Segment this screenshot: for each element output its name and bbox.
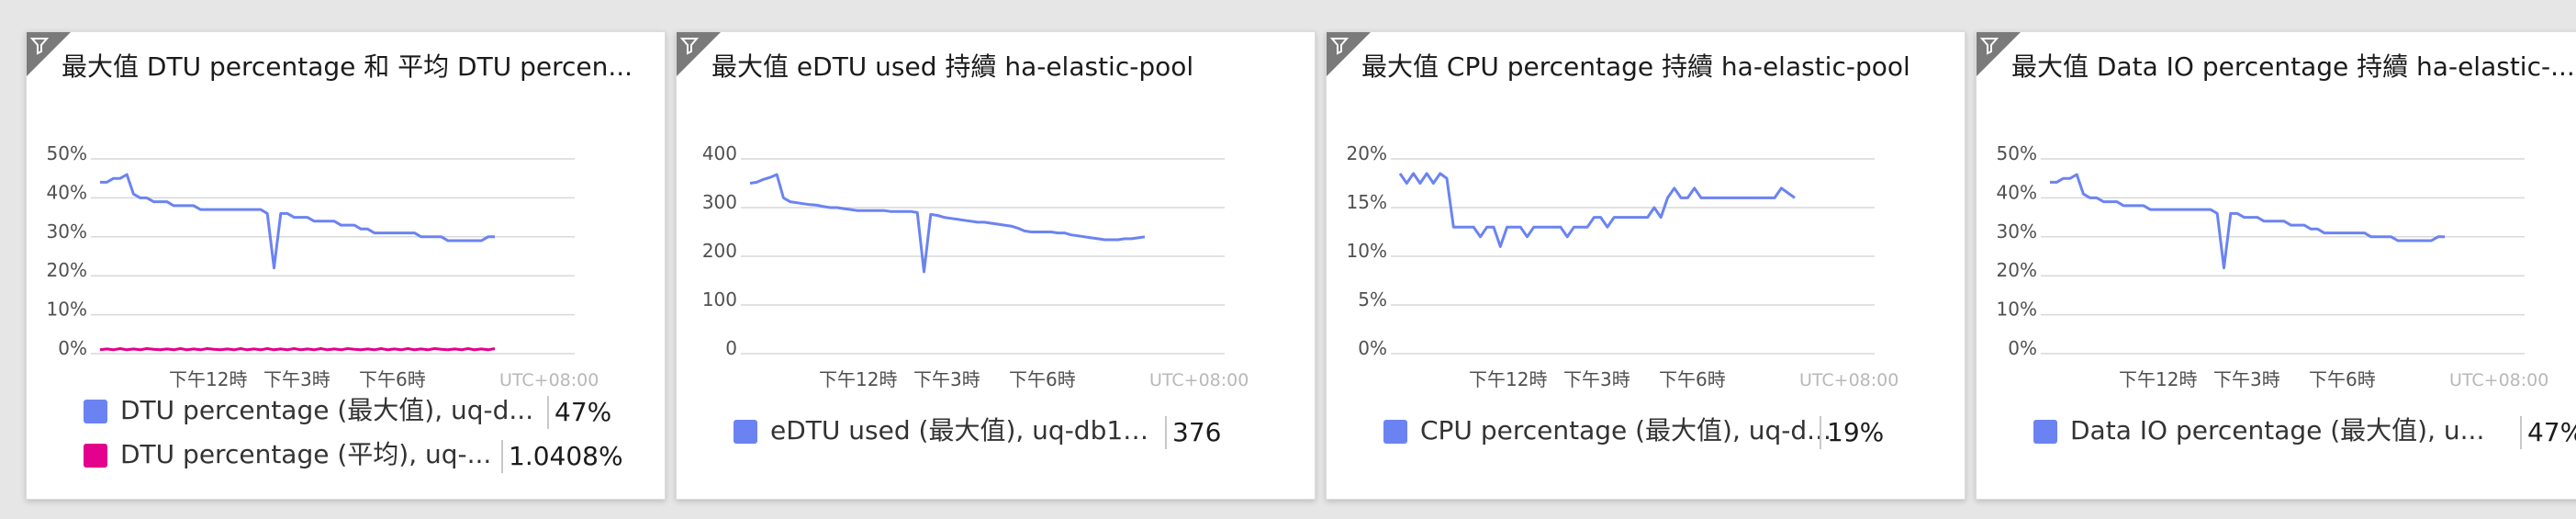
tile-title: 最大值 DTU percentage 和 平均 DTU percen... <box>62 51 633 82</box>
y-tick-label: 200 <box>702 240 737 262</box>
legend-swatch <box>84 444 107 468</box>
x-tick-label: 下午3時 <box>913 368 980 390</box>
legend-label: DTU percentage (平均), uq-... <box>120 439 492 469</box>
y-tick-label: 40% <box>1997 181 2037 203</box>
y-tick-label: 0% <box>58 337 87 359</box>
timezone-label: UTC+08:00 <box>1799 370 1898 390</box>
legend: eDTU used (最大值), uq-db1-v... 376 <box>734 411 1296 455</box>
x-tick-label: 下午12時 <box>2119 368 2197 390</box>
legend-value: 19% <box>1820 416 1884 449</box>
y-tick-label: 50% <box>1997 142 2037 164</box>
y-tick-label: 10% <box>47 299 87 321</box>
y-tick-label: 0% <box>2008 337 2037 359</box>
tile-title: 最大值 Data IO percentage 持續 ha-elastic-... <box>2011 51 2575 82</box>
legend-value: 376 <box>1165 416 1221 449</box>
y-tick-label: 0 <box>725 337 737 359</box>
legend-value: 1.0408% <box>501 440 623 473</box>
timezone-label: UTC+08:00 <box>1149 370 1249 390</box>
legend-label: eDTU used (最大值), uq-db1-v... <box>770 415 1156 446</box>
y-tick-label: 100 <box>702 288 737 310</box>
legend-item[interactable]: Data IO percentage (最大值), u... 47% <box>2033 411 2576 455</box>
y-tick-label: 10% <box>1347 240 1387 262</box>
filter-icon[interactable] <box>677 32 721 76</box>
series-line <box>1398 172 1796 248</box>
legend-swatch <box>1383 420 1407 444</box>
y-tick-label: 5% <box>1358 288 1387 310</box>
legend-label: CPU percentage (最大值), uq-d... <box>1420 415 1831 446</box>
x-tick-label: 下午12時 <box>169 368 247 390</box>
legend-label: DTU percentage (最大值), uq-d... <box>120 395 534 425</box>
y-tick-label: 30% <box>47 220 87 243</box>
legend-item[interactable]: CPU percentage (最大值), uq-d... 19% <box>1383 411 1946 455</box>
tile-title: 最大值 eDTU used 持續 ha-elastic-pool <box>711 51 1194 82</box>
legend: Data IO percentage (最大值), u... 47% <box>2033 411 2576 455</box>
y-tick-label: 40% <box>47 181 87 203</box>
chart-tile-dtu[interactable]: 最大值 DTU percentage 和 平均 DTU percen... 0%… <box>26 31 666 500</box>
series-line <box>99 347 496 352</box>
line-chart: 0% 10% 20% 30% 40% 50% 下午12時 下午3時 下午6時 UTC+08:00 <box>1997 142 2549 390</box>
x-tick-label: 下午3時 <box>263 368 330 390</box>
y-tick-label: 400 <box>702 142 737 164</box>
timezone-label: UTC+08:00 <box>499 370 599 390</box>
y-tick-label: 15% <box>1347 191 1387 213</box>
series-line <box>100 173 495 270</box>
legend-swatch <box>84 400 107 423</box>
y-tick-label: 30% <box>1997 220 2037 243</box>
y-tick-label: 10% <box>1997 299 2037 321</box>
filter-icon[interactable] <box>27 32 71 76</box>
x-tick-label: 下午6時 <box>2309 368 2376 390</box>
x-tick-label: 下午3時 <box>2213 368 2280 390</box>
y-tick-label: 20% <box>47 259 87 281</box>
series-line <box>749 173 1146 274</box>
y-tick-label: 50% <box>47 142 87 164</box>
y-tick-label: 20% <box>1347 142 1387 164</box>
legend-swatch <box>2033 420 2057 444</box>
timezone-label: UTC+08:00 <box>2449 370 2548 390</box>
line-chart: 0% 10% 20% 30% 40% 50% 下午12時 下午3時 下午6時 UTC+08:00 <box>47 142 599 390</box>
filter-icon[interactable] <box>1977 32 2021 76</box>
legend-label: Data IO percentage (最大值), u... <box>2070 415 2485 446</box>
chart-tile-edtu[interactable]: 最大值 eDTU used 持續 ha-elastic-pool 0 100 200… <box>676 31 1316 500</box>
legend-item[interactable]: DTU percentage (最大值), uq-d... 47% <box>84 390 646 434</box>
legend: CPU percentage (最大值), uq-d... 19% <box>1383 411 1946 455</box>
y-tick-label: 0% <box>1358 337 1387 359</box>
line-chart: 0% 5% 10% 15% 20% 下午12時 下午3時 下午6時 UTC+08:00 <box>1347 142 1899 390</box>
filter-icon[interactable] <box>1327 32 1371 76</box>
chart-tile-dataio[interactable]: 最大值 Data IO percentage 持續 ha-elastic-...… <box>1976 31 2576 500</box>
y-tick-label: 20% <box>1997 259 2037 281</box>
x-tick-label: 下午12時 <box>819 368 897 390</box>
legend-item[interactable]: DTU percentage (平均), uq-... 1.0408% <box>84 434 646 479</box>
series-line <box>2050 173 2445 270</box>
line-chart: 0 100 200 300 400 下午12時 下午3時 下午6時 UTC+08:00 <box>702 142 1249 390</box>
x-tick-label: 下午6時 <box>1009 368 1076 390</box>
x-tick-label: 下午3時 <box>1563 368 1630 390</box>
y-tick-label: 300 <box>702 191 737 213</box>
legend-item[interactable]: eDTU used (最大值), uq-db1-v... 376 <box>734 411 1296 455</box>
tile-title: 最大值 CPU percentage 持續 ha-elastic-pool <box>1361 51 1910 82</box>
legend-value: 47% <box>547 396 611 429</box>
legend-swatch <box>734 420 757 444</box>
chart-tile-cpu[interactable]: 最大值 CPU percentage 持續 ha-elastic-pool 0%… <box>1326 31 1966 500</box>
legend-value: 47% <box>2520 416 2576 449</box>
x-tick-label: 下午6時 <box>359 368 426 390</box>
x-tick-label: 下午12時 <box>1469 368 1547 390</box>
x-tick-label: 下午6時 <box>1659 368 1726 390</box>
legend: DTU percentage (最大值), uq-d... 47% DTU pe… <box>84 390 646 479</box>
